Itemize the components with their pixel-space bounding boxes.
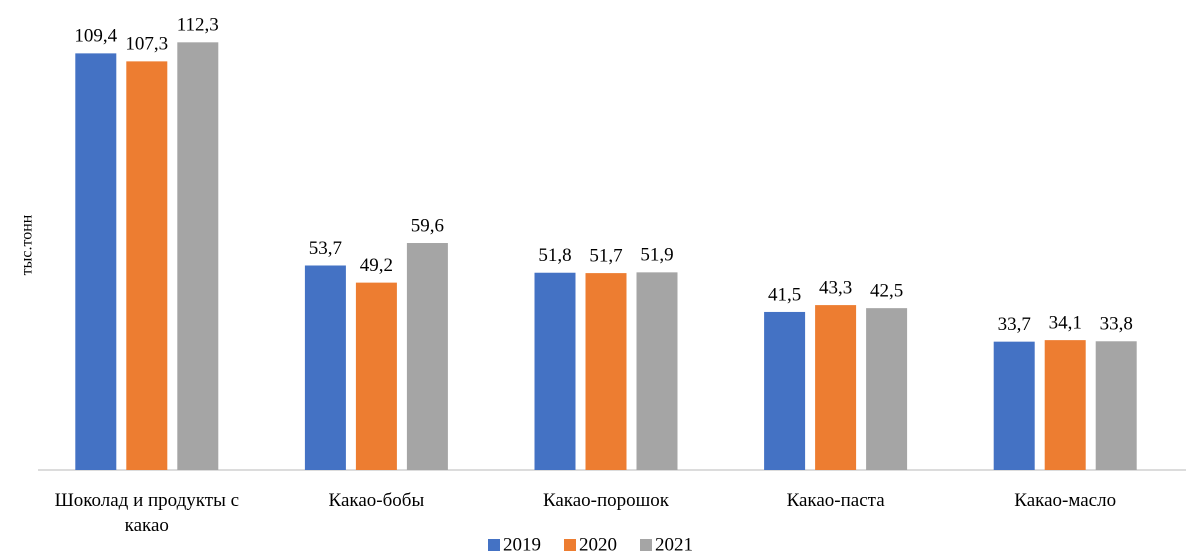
bar (815, 305, 857, 470)
bar (75, 53, 117, 470)
data-label: 34,1 (1049, 312, 1082, 333)
data-label: 59,6 (411, 215, 444, 236)
bar (585, 273, 627, 470)
bar (993, 341, 1035, 470)
bar (866, 308, 908, 470)
data-label: 33,7 (998, 314, 1031, 335)
data-label: 109,4 (74, 26, 117, 47)
bar (355, 282, 397, 470)
y-axis-label: тыс.тонн (19, 214, 36, 275)
bar (177, 42, 219, 471)
legend-swatch (564, 539, 576, 551)
data-label: 43,3 (819, 277, 852, 298)
data-label: 42,5 (870, 281, 903, 302)
data-label: 107,3 (125, 34, 168, 55)
x-tick-label: Какао-масло (1014, 490, 1117, 511)
data-label: 112,3 (177, 15, 219, 36)
bar (1095, 341, 1137, 470)
x-tick-label: Шоколад и продукты с какао (54, 490, 240, 536)
legend-label: 2021 (655, 534, 693, 553)
data-label: 49,2 (360, 255, 393, 276)
bar (406, 243, 448, 470)
bar (304, 265, 346, 470)
x-tick-label: Какао-паста (786, 490, 885, 511)
data-label: 33,8 (1100, 314, 1133, 335)
bar (764, 311, 806, 470)
x-tick-label: Какао-бобы (328, 490, 425, 511)
data-label: 53,7 (309, 238, 342, 259)
data-label: 51,9 (640, 245, 673, 266)
x-tick-label: Какао-порошок (542, 490, 670, 511)
bar (1044, 340, 1086, 470)
bar (534, 272, 576, 470)
legend-swatch (640, 539, 652, 551)
data-label: 41,5 (768, 284, 801, 305)
legend-swatch (488, 539, 500, 551)
bar (126, 61, 168, 470)
legend-label: 2019 (503, 534, 541, 553)
data-label: 51,8 (538, 245, 571, 266)
data-label: 51,7 (589, 245, 622, 266)
bar (636, 272, 678, 470)
legend-label: 2020 (579, 534, 617, 553)
